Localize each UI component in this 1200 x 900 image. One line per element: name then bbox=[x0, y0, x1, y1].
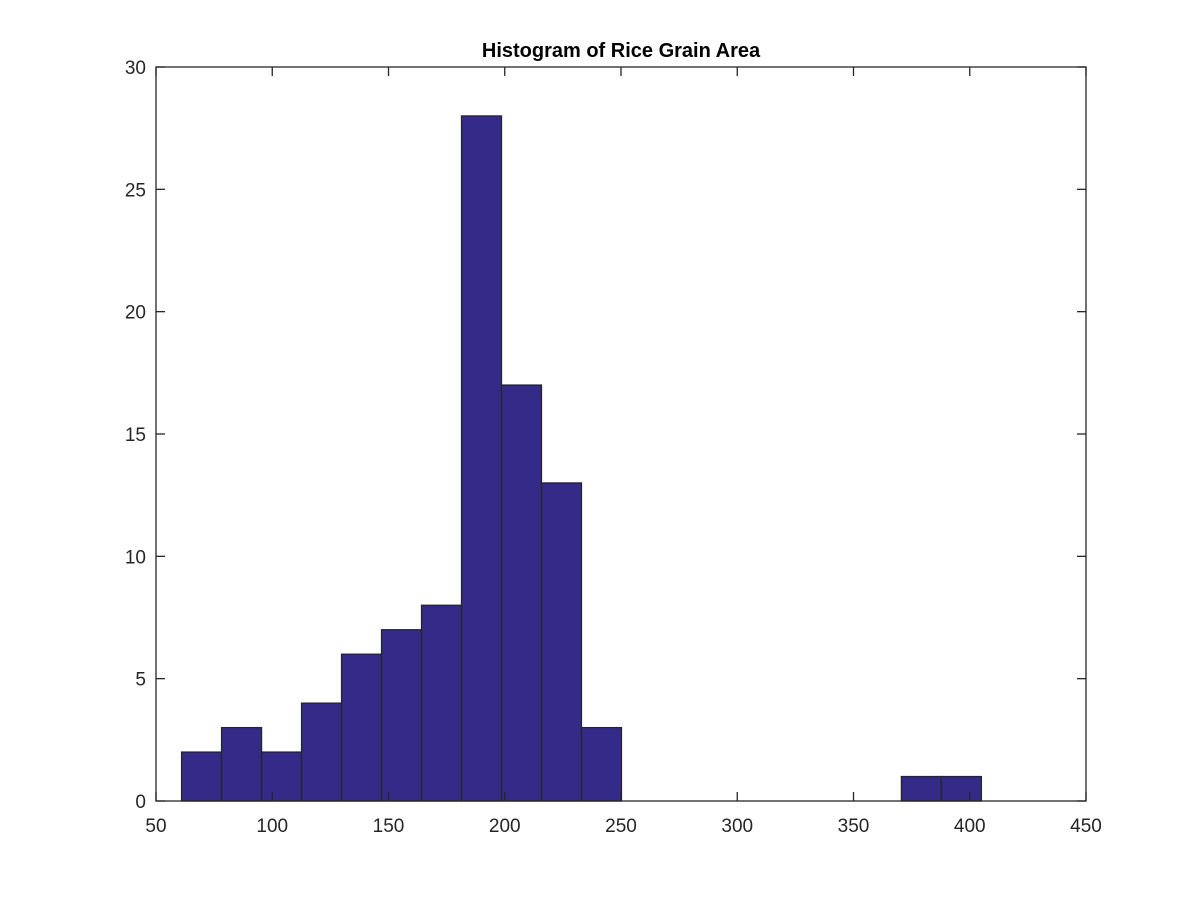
axes-group: 50 100 150 200 250 300 350 400 450 0 5 10 15 20 25 30 bbox=[125, 58, 1102, 837]
y-tick-label: 20 bbox=[125, 303, 146, 324]
histogram-bar bbox=[220, 726, 263, 802]
y-tick-label: 30 bbox=[125, 58, 146, 79]
histogram-bar bbox=[900, 775, 943, 802]
axes-box bbox=[155, 66, 1087, 802]
x-tick-label: 400 bbox=[954, 816, 986, 837]
y-tick-label: 10 bbox=[125, 547, 146, 568]
histogram-bar bbox=[380, 629, 423, 802]
histogram-bar bbox=[500, 384, 543, 802]
x-tick-label: 200 bbox=[489, 816, 521, 837]
histogram-bar bbox=[540, 482, 583, 802]
x-tick-label: 50 bbox=[145, 816, 166, 837]
histogram-bar bbox=[940, 775, 983, 802]
x-tick-label: 350 bbox=[838, 816, 870, 837]
x-tick-label: 450 bbox=[1070, 816, 1102, 837]
y-tick-label: 5 bbox=[135, 670, 146, 691]
x-tick-label: 300 bbox=[721, 816, 753, 837]
x-tick-label: 250 bbox=[605, 816, 637, 837]
chart-title: Histogram of Rice Grain Area bbox=[482, 40, 761, 62]
y-tick-label: 0 bbox=[135, 792, 146, 813]
y-tick-label: 25 bbox=[125, 180, 146, 201]
x-tick-label: 150 bbox=[373, 816, 405, 837]
histogram-bar bbox=[460, 115, 503, 802]
histogram-bar bbox=[340, 653, 383, 802]
bars-group bbox=[180, 115, 983, 802]
x-tick-label: 100 bbox=[256, 816, 288, 837]
histogram-bar bbox=[420, 604, 463, 802]
histogram-bar bbox=[580, 726, 623, 802]
y-tick-label: 15 bbox=[125, 425, 146, 446]
histogram-bar bbox=[180, 751, 223, 802]
histogram-bar bbox=[260, 751, 303, 802]
histogram-bar bbox=[300, 702, 343, 802]
